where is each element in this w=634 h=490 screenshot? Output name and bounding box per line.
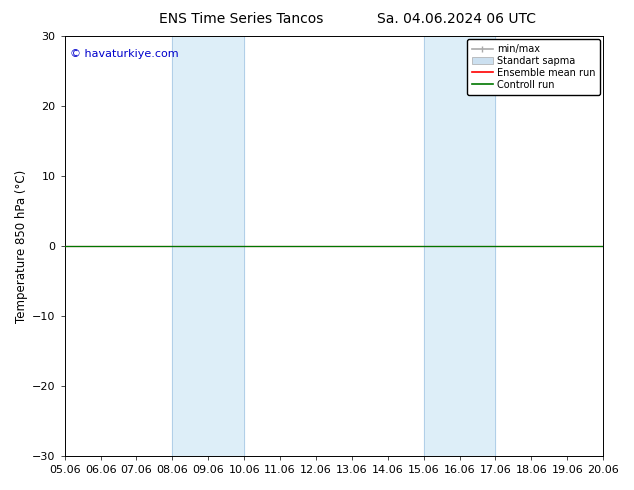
Y-axis label: Temperature 850 hPa (°C): Temperature 850 hPa (°C) [15,170,28,323]
Text: © havaturkiye.com: © havaturkiye.com [70,49,179,59]
Text: ENS Time Series Tancos: ENS Time Series Tancos [158,12,323,26]
Legend: min/max, Standart sapma, Ensemble mean run, Controll run: min/max, Standart sapma, Ensemble mean r… [467,39,600,95]
Text: Sa. 04.06.2024 06 UTC: Sa. 04.06.2024 06 UTC [377,12,536,26]
Bar [424,36,495,456]
Bar [172,36,244,456]
